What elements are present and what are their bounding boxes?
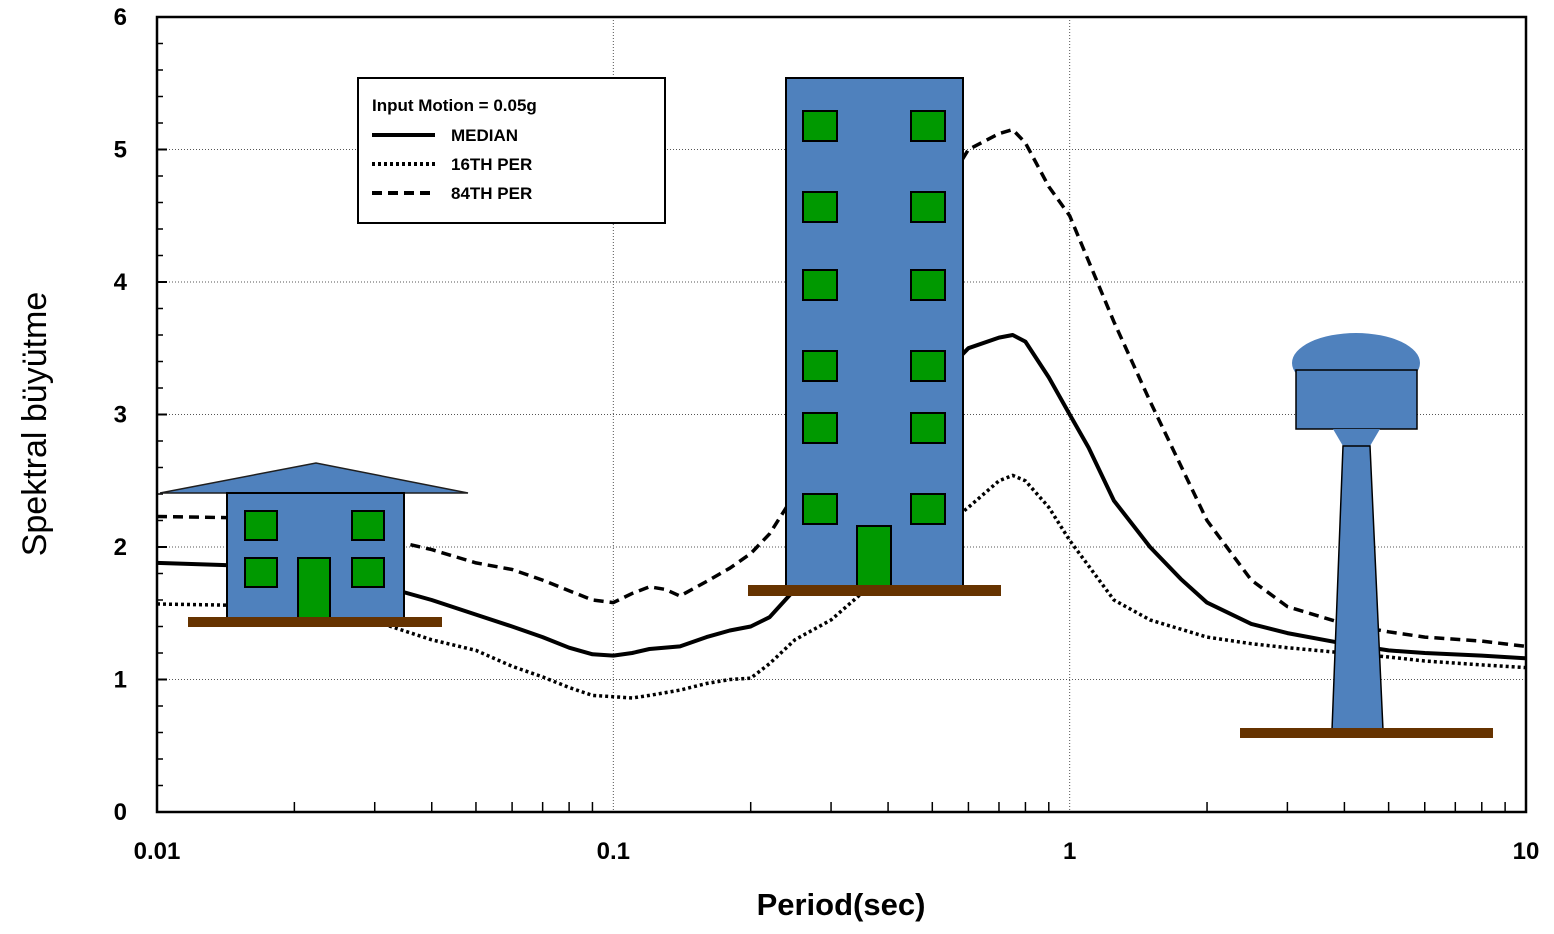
water-tower-illustration — [1240, 333, 1493, 738]
building-window — [910, 350, 946, 382]
legend-entry-median: MEDIAN — [451, 126, 518, 145]
building-window — [910, 269, 946, 301]
y-tick-label: 6 — [114, 4, 127, 31]
building-window — [910, 110, 946, 142]
series-line-84th-per — [156, 127, 1527, 649]
building-window — [910, 493, 946, 525]
legend: Input Motion = 0.05g MEDIAN 16TH PER 84T… — [357, 77, 666, 224]
x-tick-label: 10 — [1513, 838, 1540, 865]
tick-labels: 0 1 2 3 4 5 6 0.01 0.1 1 10 — [114, 4, 1540, 865]
building-window — [910, 191, 946, 223]
legend-entry-16th: 16TH PER — [451, 155, 532, 174]
x-axis-title: Period(sec) — [757, 887, 926, 922]
y-tick-label: 0 — [114, 799, 127, 826]
series-line-16th-per — [156, 473, 1527, 700]
y-tick-label: 2 — [114, 534, 127, 561]
apartment-building-illustration — [748, 77, 1001, 596]
legend-entry-84th: 84TH PER — [451, 184, 532, 203]
building-window — [802, 412, 838, 444]
house-illustration — [159, 462, 469, 627]
y-axis-title: Spektral büyütme — [16, 292, 54, 557]
building-window — [802, 350, 838, 382]
building-window — [910, 412, 946, 444]
y-tick-label: 4 — [114, 269, 128, 296]
legend-title: Input Motion = 0.05g — [372, 96, 537, 115]
building-window — [802, 191, 838, 223]
building-window — [802, 269, 838, 301]
y-tick-label: 1 — [114, 667, 127, 694]
y-tick-label: 3 — [114, 402, 127, 429]
building-window — [802, 493, 838, 525]
building-window — [802, 110, 838, 142]
y-tick-label: 5 — [114, 137, 127, 164]
plot-frame — [155, 15, 1528, 814]
x-tick-label: 0.1 — [597, 838, 630, 865]
x-tick-label: 1 — [1063, 838, 1076, 865]
x-tick-label: 0.01 — [134, 838, 181, 865]
